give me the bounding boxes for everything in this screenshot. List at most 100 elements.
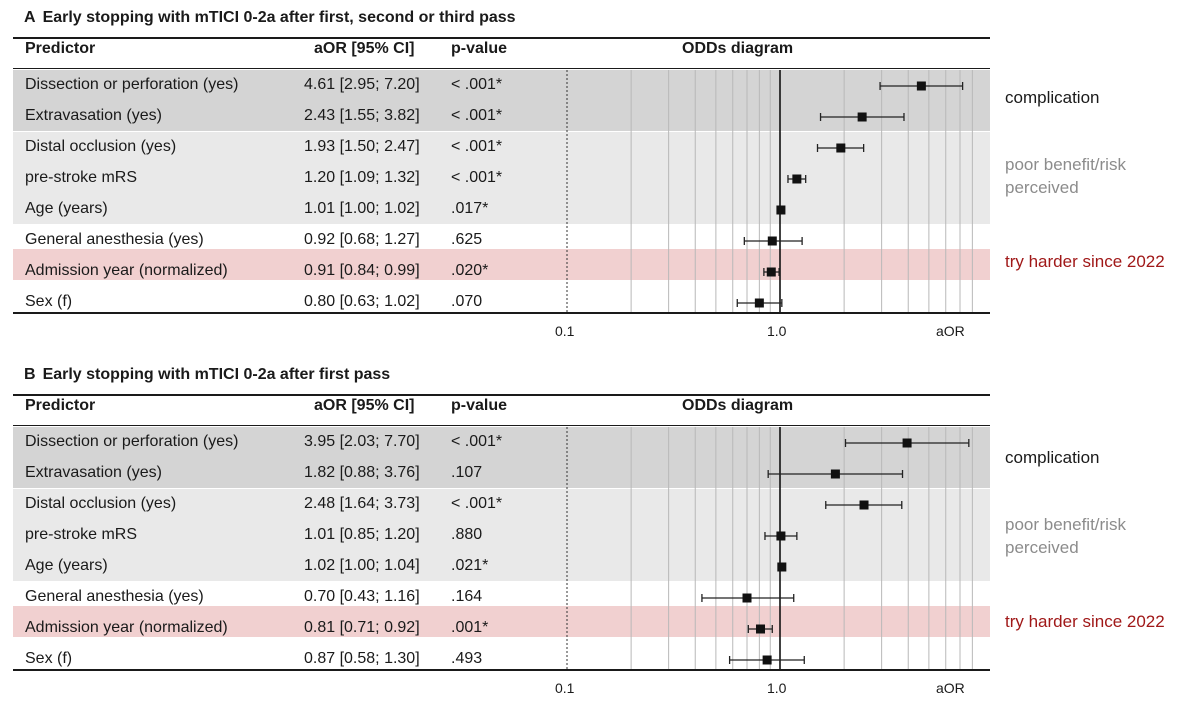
p-value-cell: < .001* — [451, 433, 503, 450]
panel-letter: A — [24, 9, 36, 26]
p-value-cell: .625 — [451, 231, 483, 248]
table-row: Age (years) 1.02 [1.00; 1.04] .021* — [0, 551, 1000, 582]
aor-cell: 0.92 [0.68; 1.27] — [304, 231, 420, 248]
point-estimate — [902, 438, 912, 448]
predictor-cell: Admission year (normalized) — [25, 619, 228, 636]
group-label-try-harder: try harder since 2022 — [1005, 612, 1165, 631]
aor-cell: 0.91 [0.84; 0.99] — [304, 262, 420, 279]
table-row: Sex (f) 0.87 [0.58; 1.30] .493 — [0, 644, 1000, 675]
predictor-cell: Extravasation (yes) — [25, 464, 162, 481]
point-estimate — [776, 205, 786, 215]
aor-cell: 0.87 [0.58; 1.30] — [304, 650, 420, 667]
p-value-cell: .020* — [451, 262, 489, 279]
table-row: Distal occlusion (yes) 2.48 [1.64; 3.73] <… — [0, 489, 1000, 520]
group-label-try-harder: try harder since 2022 — [1005, 252, 1165, 271]
x-tick-label: 1.0 — [767, 680, 787, 696]
predictor-cell: pre-stroke mRS — [25, 526, 138, 543]
group-label-benefit: poor benefit/risk perceived — [1005, 153, 1126, 199]
p-value-cell: < .001* — [451, 169, 503, 186]
band-benefit — [13, 489, 990, 581]
panel-title: A Early stopping with mTICI 0-2a after fi… — [24, 9, 516, 27]
aor-cell: 1.20 [1.09; 1.32] — [304, 169, 420, 186]
table-row: Age (years) 1.01 [1.00; 1.02] .017* — [0, 194, 1000, 225]
header-p-value: p-value — [451, 397, 508, 414]
p-value-cell: .070 — [451, 293, 483, 310]
point-estimate — [859, 500, 869, 510]
table-row: Dissection or perforation (yes) 4.61 [2.9… — [0, 70, 1000, 101]
x-tick-label: 1.0 — [767, 323, 787, 339]
predictor-cell: Extravasation (yes) — [25, 107, 162, 124]
group-label-benefit: poor benefit/risk perceived — [1005, 513, 1126, 559]
predictor-cell: Admission year (normalized) — [25, 262, 228, 279]
p-value-cell: < .001* — [451, 138, 503, 155]
predictor-cell: Distal occlusion (yes) — [25, 495, 177, 512]
point-estimate — [766, 267, 776, 277]
point-estimate — [776, 531, 786, 541]
predictor-cell: Sex (f) — [25, 650, 73, 667]
x-axis-label: aOR — [936, 680, 965, 696]
group-label-benefit-line: poor benefit/risk — [1005, 155, 1126, 174]
x-tick-label: 0.1 — [555, 323, 575, 339]
predictor-cell: General anesthesia (yes) — [25, 588, 204, 605]
aor-cell: 0.81 [0.71; 0.92] — [304, 619, 420, 636]
table-row: Extravasation (yes) 1.82 [0.88; 3.76] .107 — [0, 458, 1000, 489]
table-row: Sex (f) 0.80 [0.63; 1.02] .070 — [0, 287, 1000, 318]
aor-cell: 1.93 [1.50; 2.47] — [304, 138, 420, 155]
point-estimate — [754, 298, 764, 308]
point-estimate — [792, 174, 802, 184]
table-row: General anesthesia (yes) 0.92 [0.68; 1.27… — [0, 225, 1000, 256]
aor-cell: 1.01 [0.85; 1.20] — [304, 526, 420, 543]
band-complication — [13, 427, 990, 488]
panel-b: B Early stopping with mTICI 0-2a after fi… — [0, 357, 1200, 712]
odds-diagram — [566, 70, 973, 312]
panel-letter: B — [24, 366, 36, 383]
table-row: pre-stroke mRS 1.01 [0.85; 1.20] .880 — [0, 520, 1000, 551]
predictor-cell: pre-stroke mRS — [25, 169, 138, 186]
point-estimate — [742, 593, 752, 603]
table-row: General anesthesia (yes) 0.70 [0.43; 1.16… — [0, 582, 1000, 613]
point-estimate — [756, 624, 766, 634]
group-label-benefit-line: perceived — [1005, 178, 1079, 197]
predictor-cell: Distal occlusion (yes) — [25, 138, 177, 155]
point-estimate — [830, 469, 840, 479]
group-label-benefit-line: poor benefit/risk — [1005, 515, 1126, 534]
header-predictor: Predictor — [25, 397, 96, 414]
p-value-cell: .017* — [451, 200, 489, 217]
band-try-harder — [13, 249, 990, 280]
header-aor: aOR [95% CI] — [314, 397, 415, 414]
point-estimate — [777, 562, 787, 572]
aor-cell: 0.70 [0.43; 1.16] — [304, 588, 420, 605]
p-value-cell: .164 — [451, 588, 483, 605]
p-value-cell: < .001* — [451, 495, 503, 512]
aor-cell: 3.95 [2.03; 7.70] — [304, 433, 420, 450]
bottom-rule — [13, 312, 990, 314]
header-predictor: Predictor — [25, 40, 96, 57]
top-rule — [13, 37, 990, 39]
predictor-cell: Age (years) — [25, 557, 108, 574]
p-value-cell: .107 — [451, 464, 483, 481]
table-row: Distal occlusion (yes) 1.93 [1.50; 2.47] <… — [0, 132, 1000, 163]
aor-cell: 1.82 [0.88; 3.76] — [304, 464, 420, 481]
aor-cell: 2.48 [1.64; 3.73] — [304, 495, 420, 512]
predictor-cell: Dissection or perforation (yes) — [25, 433, 239, 450]
group-label-complication: complication — [1005, 88, 1100, 107]
table-row: Admission year (normalized) 0.91 [0.84; 0… — [0, 256, 1000, 287]
band-benefit — [13, 132, 990, 224]
predictor-cell: Sex (f) — [25, 293, 73, 310]
point-estimate — [857, 112, 867, 122]
group-label-benefit-line: perceived — [1005, 538, 1079, 557]
header-p-value: p-value — [451, 40, 508, 57]
header-odds-diagram: ODDs diagram — [682, 40, 794, 57]
p-value-cell: .880 — [451, 526, 483, 543]
panel-title-text: Early stopping with mTICI 0-2a after fir… — [42, 366, 391, 383]
aor-cell: 4.61 [2.95; 7.20] — [304, 76, 420, 93]
point-estimate — [767, 236, 777, 246]
header-rule — [13, 425, 990, 426]
table-row: Admission year (normalized) 0.81 [0.71; 0… — [0, 613, 1000, 644]
point-estimate — [836, 143, 846, 153]
band-try-harder — [13, 606, 990, 637]
x-tick-label: 0.1 — [555, 680, 575, 696]
header-odds-diagram: ODDs diagram — [682, 397, 794, 414]
panel-title: B Early stopping with mTICI 0-2a after fi… — [24, 366, 390, 384]
predictor-cell: Age (years) — [25, 200, 108, 217]
